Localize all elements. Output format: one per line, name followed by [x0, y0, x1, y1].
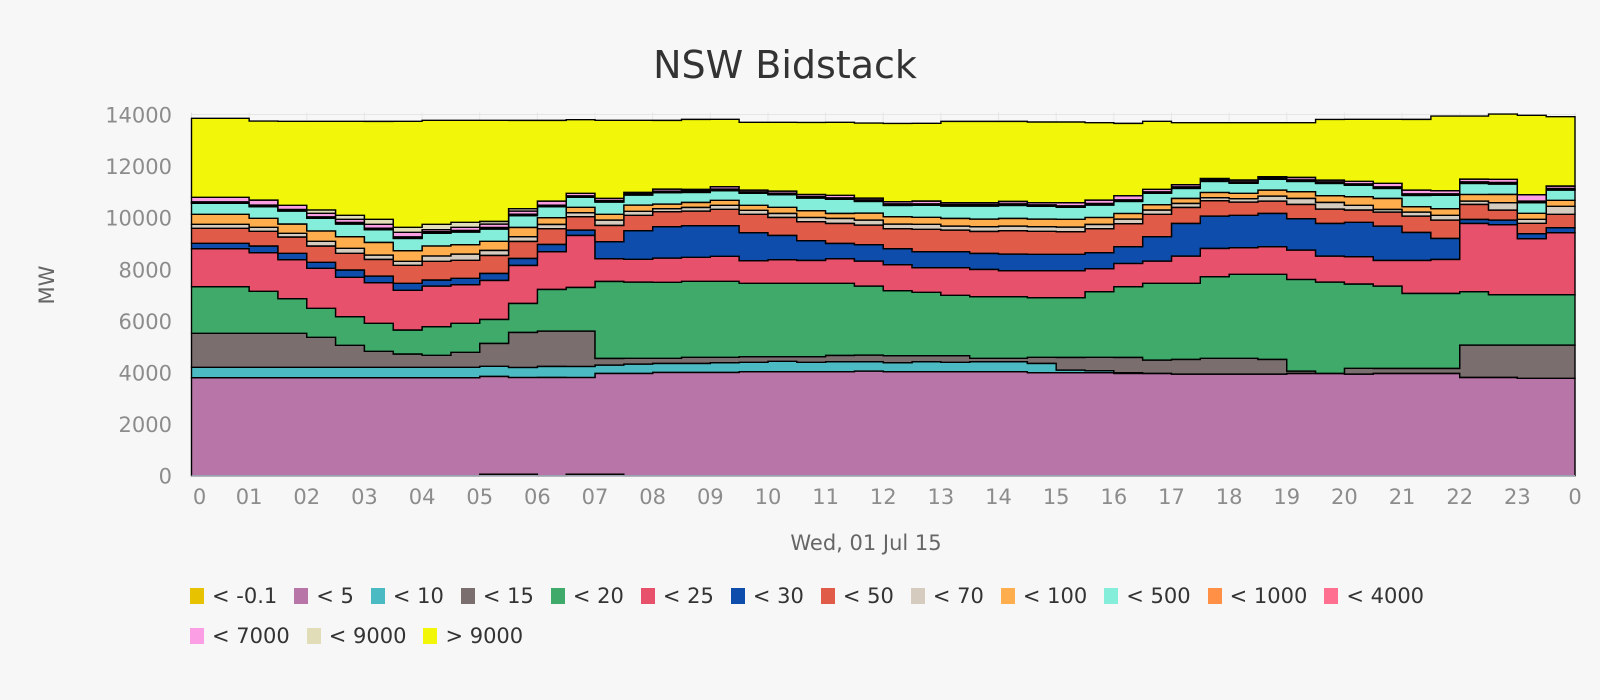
x-tick-label: 17	[1158, 485, 1185, 509]
legend-swatch-icon	[910, 588, 925, 604]
x-tick-label: 19	[1273, 485, 1300, 509]
x-tick-label: 08	[639, 485, 666, 509]
legend-label: < 7000	[212, 624, 290, 648]
x-tick-label: 13	[928, 485, 955, 509]
legend-label: < 70	[932, 584, 984, 608]
x-tick-label: 14	[985, 485, 1012, 509]
legend-swatch-icon	[370, 588, 385, 604]
chart-title: NSW Bidstack	[653, 43, 917, 87]
x-tick-label: 01	[236, 485, 263, 509]
x-tick-label: 0	[1568, 485, 1581, 509]
legend-label: < 500	[1126, 584, 1191, 608]
legend-swatch-icon	[190, 588, 204, 604]
legend-item[interactable]: < 9000	[306, 623, 407, 649]
legend-swatch-icon	[460, 588, 475, 604]
x-tick-label: 22	[1446, 485, 1473, 509]
legend-swatch-icon	[1207, 588, 1222, 604]
legend-swatch-icon	[190, 628, 204, 644]
legend-item[interactable]: < 25	[640, 583, 714, 609]
x-tick-label: 12	[870, 485, 897, 509]
x-tick-label: 09	[697, 485, 724, 509]
legend-swatch-icon	[1104, 588, 1119, 604]
y-tick-label: 6000	[119, 310, 172, 334]
legend-label: < 5	[316, 584, 354, 608]
y-tick-label: 8000	[119, 258, 172, 282]
x-tick-label: 02	[293, 485, 320, 509]
x-tick-label: 16	[1100, 485, 1127, 509]
x-tick-label: 0	[193, 485, 206, 509]
legend-item[interactable]: < 50	[820, 583, 894, 609]
x-tick-label: 10	[755, 485, 782, 509]
legend-label: < 4000	[1346, 584, 1425, 608]
y-axis-title: MW	[35, 265, 59, 304]
x-tick-label: 06	[524, 485, 551, 509]
x-tick-label: 18	[1216, 485, 1243, 509]
legend-item[interactable]: < 10	[370, 583, 444, 609]
legend-item[interactable]: < 4000	[1324, 583, 1424, 609]
legend-item[interactable]: < 100	[1000, 583, 1088, 609]
legend-label: < 10	[392, 584, 444, 608]
x-tick-label: 20	[1331, 485, 1358, 509]
legend-swatch-icon	[730, 588, 745, 604]
x-tick-label: 21	[1389, 485, 1416, 509]
y-tick-label: 12000	[105, 155, 172, 179]
legend-label: < 30	[752, 584, 804, 608]
legend-item[interactable]: < 500	[1104, 583, 1191, 609]
x-tick-label: 23	[1504, 485, 1531, 509]
series-area-15	[190, 113, 1576, 229]
legend-swatch-icon	[294, 588, 309, 604]
legend-swatch-icon	[306, 628, 321, 644]
y-tick-label: 0	[159, 465, 172, 489]
x-axis-title: Wed, 01 Jul 15	[790, 531, 941, 555]
legend-label: < 25	[662, 584, 714, 608]
legend-label: > 9000	[445, 624, 524, 648]
legend-swatch-icon	[1324, 588, 1339, 604]
x-tick-label: 05	[466, 485, 493, 509]
legend-item[interactable]: < 70	[910, 583, 984, 609]
series-area-1	[190, 370, 1576, 477]
legend-swatch-icon	[423, 628, 438, 644]
legend-swatch-icon	[820, 588, 835, 604]
legend-swatch-icon	[640, 588, 655, 604]
legend-label: < 1000	[1229, 584, 1308, 608]
x-tick-label: 03	[351, 485, 378, 509]
x-tick-label: 04	[409, 485, 436, 509]
legend-label: < 20	[572, 584, 624, 608]
legend-item[interactable]: < 5	[294, 583, 354, 609]
legend-label: < 50	[842, 584, 894, 608]
legend-item[interactable]: < 30	[730, 583, 804, 609]
legend-item[interactable]: > 9000	[423, 623, 523, 649]
legend-label: < 9000	[328, 624, 407, 648]
x-tick-label: 11	[812, 485, 839, 509]
legend-label: < 15	[482, 584, 534, 608]
legend: < -0.1 < 5 < 10 < 15 < 20 < 25 < 30 < 50 < 70 < 1…	[190, 583, 1550, 649]
y-tick-label: 14000	[105, 104, 172, 128]
legend-swatch-icon	[1000, 588, 1015, 604]
legend-swatch-icon	[550, 588, 565, 604]
y-axis-ticks: 0 2000 4000 6000 8000 10000 12000 14000	[105, 104, 172, 489]
legend-label: < -0.1	[212, 584, 278, 608]
y-tick-label: 2000	[119, 413, 172, 437]
legend-item[interactable]: < -0.1	[190, 583, 277, 609]
y-tick-label: 10000	[105, 207, 172, 231]
y-tick-label: 4000	[119, 362, 172, 386]
legend-item[interactable]: < 20	[550, 583, 624, 609]
legend-item[interactable]: < 1000	[1207, 583, 1308, 609]
legend-label: < 100	[1022, 584, 1088, 608]
x-tick-label: 15	[1043, 485, 1070, 509]
x-tick-label: 07	[582, 485, 609, 509]
legend-item[interactable]: < 15	[460, 583, 534, 609]
legend-item[interactable]: < 7000	[190, 623, 290, 649]
stacked-areas	[190, 113, 1576, 477]
x-axis-ticks: 0 01 02 03 04 05 06 07 08 09 10 11 12 13 14 15 16 17 18 19 2…	[193, 485, 1582, 509]
